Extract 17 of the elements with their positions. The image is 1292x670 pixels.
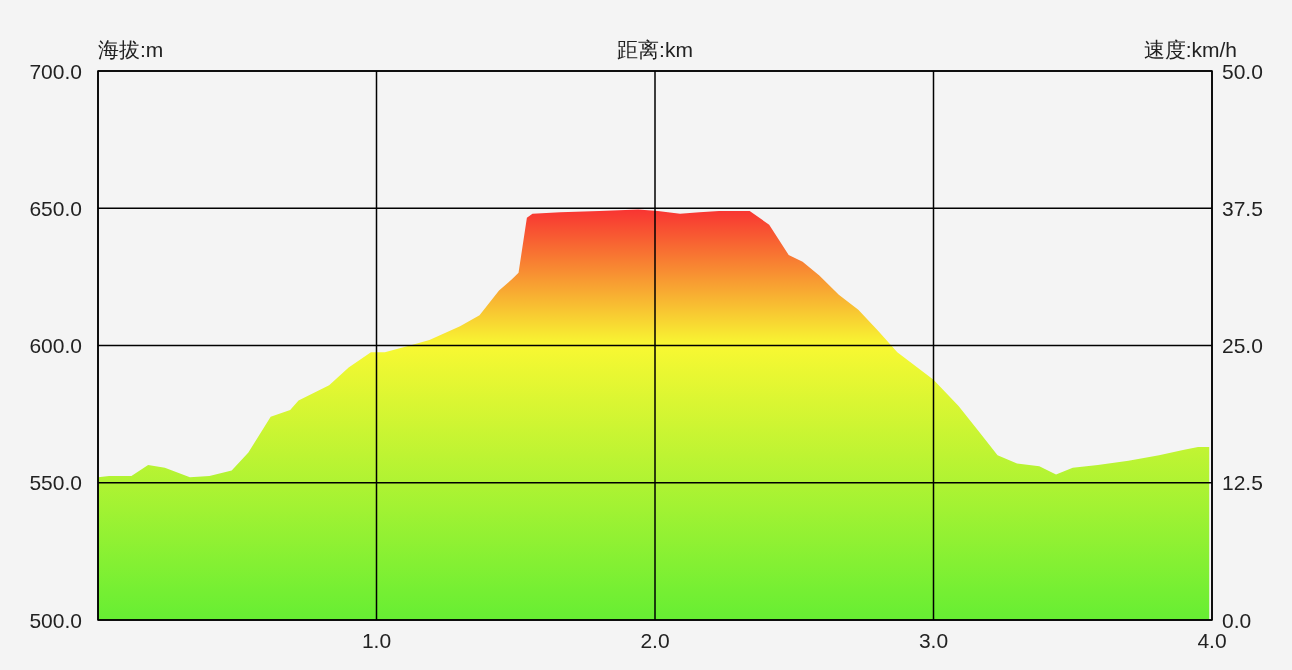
y2-tick-label: 12.5 [1222, 471, 1263, 495]
y-tick-label: 550.0 [29, 471, 82, 495]
y-tick-label: 600.0 [29, 334, 82, 357]
x-tick-label: 1.0 [361, 629, 392, 652]
y-axis-title: 海拔:m [98, 38, 164, 61]
y2-tick-label: 37.5 [1222, 196, 1263, 220]
x-tick-label: 2.0 [640, 629, 670, 652]
x-axis-title: 距离:km [617, 38, 693, 61]
y-tick-label: 650.0 [29, 196, 82, 220]
x-tick-label: 4.0 [1197, 629, 1227, 652]
y2-tick-label: 25.0 [1222, 334, 1263, 357]
y2-tick-label: 0.0 [1222, 608, 1252, 632]
y-tick-label: 700.0 [29, 59, 82, 83]
y2-axis-title: 速度:km/h [1143, 38, 1237, 61]
y2-tick-label: 50.0 [1222, 59, 1263, 83]
y-tick-label: 500.0 [29, 608, 82, 632]
x-tick-label: 3.0 [918, 629, 949, 652]
